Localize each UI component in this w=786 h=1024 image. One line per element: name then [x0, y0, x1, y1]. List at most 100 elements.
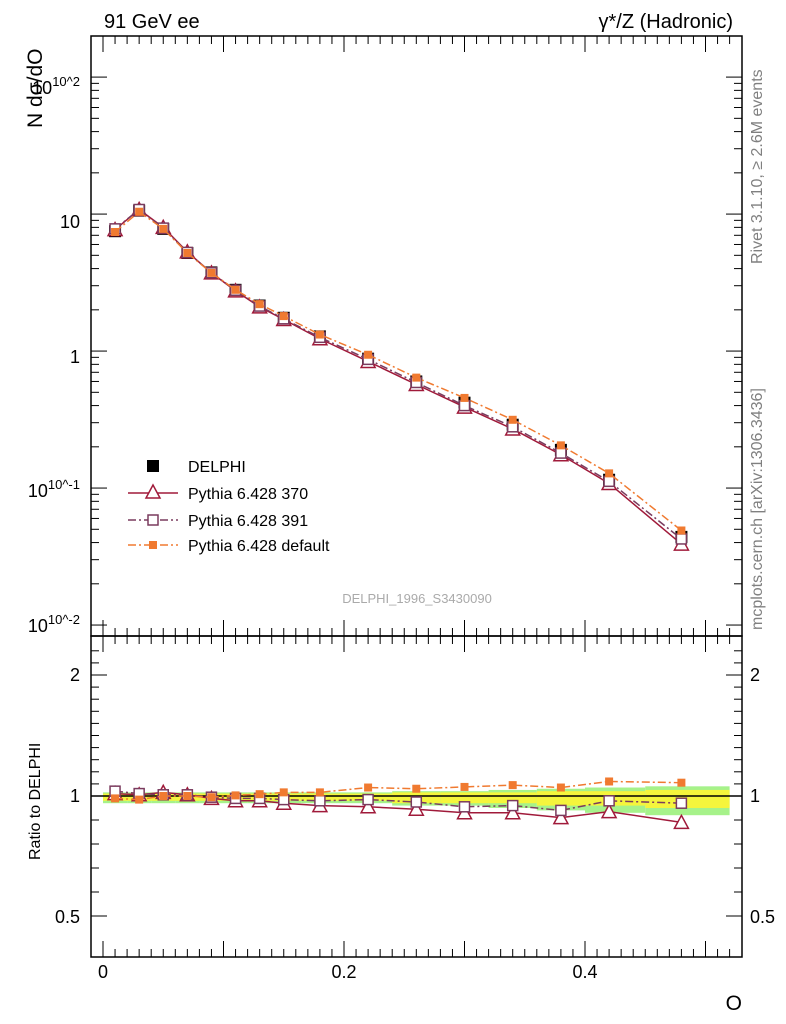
ratio-point-pythia-6-428-default: [207, 793, 216, 802]
main-y-axis-title: N dσ/dO: [24, 49, 47, 129]
legend: DELPHI Pythia 6.428 370 Pythia 6.428 391…: [128, 459, 330, 555]
ratio-point-pythia-6-428-default: [231, 791, 240, 800]
main-point-pythia-6-428-default: [556, 441, 565, 450]
main-point-pythia-6-428-391: [555, 447, 567, 459]
y-tick-label-1e-2: 1010^-2: [28, 612, 80, 636]
legend-marker-pythia-default: [149, 541, 157, 549]
main-point-pythia-6-428-default: [508, 415, 517, 424]
y-tick-label-1: 1: [70, 347, 80, 367]
ratio-series-group: [106, 777, 690, 830]
main-series-pythia-6-428-default: [111, 207, 686, 535]
main-point-pythia-6-428-default: [183, 248, 192, 257]
ratio-axis-ticks: [91, 636, 742, 957]
ratio-point-pythia-6-428-default: [460, 782, 469, 791]
main-line-pythia-6-428-370: [114, 208, 682, 545]
analysis-watermark: DELPHI_1996_S3430090: [342, 591, 492, 606]
legend-marker-pythia-370: [144, 483, 162, 499]
ratio-point-pythia-6-428-default: [605, 777, 614, 786]
ratio-point-pythia-6-428-default: [279, 788, 288, 797]
y-tick-label-10: 10: [60, 212, 80, 232]
legend-entry-pythia-391: Pythia 6.428 391: [128, 513, 308, 530]
band-inner-bin: [536, 791, 585, 806]
main-axis-ticks: [91, 36, 742, 636]
ratio-point-pythia-6-428-default: [159, 792, 168, 800]
ratio-point-pythia-6-428-370: [673, 813, 690, 830]
ratio-point-pythia-6-428-370: [600, 803, 618, 819]
main-point-pythia-6-428-default: [135, 207, 144, 216]
ratio-point-pythia-6-428-default: [255, 790, 264, 799]
ratio-series-pythia-6-428-370: [106, 783, 690, 830]
ratio-point-pythia-6-428-370: [552, 809, 570, 825]
main-point-pythia-6-428-391: [675, 533, 688, 545]
ratio-y-tick-label-0.5: 0.5: [55, 907, 80, 927]
x-tick-label-0.2: 0.2: [331, 962, 356, 982]
main-point-pythia-6-428-default: [412, 373, 421, 382]
main-point-pythia-6-428-default: [207, 268, 216, 277]
ratio-y-tick-label-right-2: 2: [750, 665, 760, 685]
ratio-point-pythia-6-428-default: [677, 778, 686, 787]
ratio-point-pythia-6-428-391: [410, 796, 423, 808]
main-point-pythia-6-428-default: [159, 224, 168, 233]
ratio-point-pythia-6-428-default: [111, 794, 120, 803]
legend-marker-pythia-391: [147, 514, 159, 526]
ratio-point-pythia-6-428-391: [314, 795, 326, 807]
main-point-pythia-6-428-default: [460, 393, 469, 402]
y-tick-label-1e-1: 1010^-1: [28, 477, 80, 501]
ratio-point-pythia-6-428-default: [364, 783, 373, 792]
legend-entry-pythia-370: Pythia 6.428 370: [128, 483, 308, 503]
mcplots-label: mcplots.cern.ch [arXiv:1306.3436]: [749, 388, 766, 630]
x-tick-labels: 0 0.2 0.4: [98, 962, 598, 982]
ratio-point-pythia-6-428-391: [458, 801, 471, 813]
ratio-y-axis-title: Ratio to DELPHI: [27, 743, 44, 860]
main-point-pythia-6-428-391: [458, 399, 471, 412]
band-inner-bin: [440, 792, 489, 804]
main-point-pythia-6-428-default: [111, 227, 120, 236]
legend-marker-delphi: [147, 460, 159, 472]
ratio-point-pythia-6-428-391: [506, 799, 519, 812]
main-point-pythia-6-428-default: [677, 526, 686, 535]
x-tick-label-0.4: 0.4: [572, 962, 597, 982]
ratio-point-pythia-6-428-default: [412, 784, 421, 793]
ratio-y-tick-label-right-0.5: 0.5: [750, 907, 775, 927]
main-point-pythia-6-428-391: [603, 475, 615, 488]
ratio-y-tick-labels: 0.5 1 2 0.5 1 2: [55, 665, 775, 927]
ratio-point-pythia-6-428-default: [315, 788, 324, 797]
ratio-point-pythia-6-428-default: [183, 792, 192, 800]
main-point-pythia-6-428-default: [315, 330, 324, 339]
energy-label: 91 GeV ee: [104, 11, 200, 33]
process-label: γ*/Z (Hadronic): [599, 11, 733, 33]
legend-entry-pythia-default: Pythia 6.428 default: [128, 538, 330, 555]
y-tick-label-100-text: 10^2: [52, 74, 80, 89]
ratio-y-tick-label-2: 2: [70, 665, 80, 685]
main-point-pythia-6-428-default: [605, 469, 614, 478]
ratio-point-pythia-6-428-391: [675, 797, 688, 809]
rivet-label: Rivet 3.1.10, ≥ 2.6M events: [749, 69, 766, 264]
ratio-point-pythia-6-428-391: [362, 793, 374, 806]
main-y-tick-labels: 1010^-2 1010^-1 1 10 1010^2: [28, 74, 80, 636]
ratio-point-pythia-6-428-default: [508, 781, 517, 790]
ratio-point-pythia-6-428-default: [556, 783, 565, 792]
band-inner-bin: [645, 789, 730, 808]
band-inner-bin: [488, 792, 537, 804]
x-tick-label-0: 0: [98, 962, 108, 982]
ratio-y-tick-label-right-1: 1: [750, 786, 760, 806]
main-point-pythia-6-428-default: [255, 300, 264, 309]
legend-label-pythia-391: Pythia 6.428 391: [188, 513, 308, 530]
legend-label-pythia-370: Pythia 6.428 370: [188, 486, 308, 503]
main-line-pythia-6-428-default: [114, 210, 682, 532]
ratio-point-pythia-6-428-391: [603, 795, 615, 807]
ratio-y-tick-label-1: 1: [70, 786, 80, 806]
ratio-point-pythia-6-428-default: [135, 795, 144, 804]
y-tick-label-1e-1-text: 10^-1: [48, 477, 80, 492]
main-series-group: [106, 200, 690, 551]
ratio-point-pythia-6-428-391: [555, 804, 567, 817]
legend-entry-delphi: DELPHI: [147, 459, 246, 476]
ratio-point-pythia-6-428-370: [504, 804, 521, 820]
ratio-series-pythia-6-428-default: [111, 777, 686, 804]
ratio-point-pythia-6-428-370: [408, 800, 425, 816]
y-tick-label-1e-2-text: 10^-2: [48, 612, 80, 627]
ratio-line-pythia-6-428-default: [115, 780, 682, 801]
ratio-line-pythia-6-428-370: [115, 791, 682, 824]
ratio-point-pythia-6-428-370: [359, 798, 377, 814]
